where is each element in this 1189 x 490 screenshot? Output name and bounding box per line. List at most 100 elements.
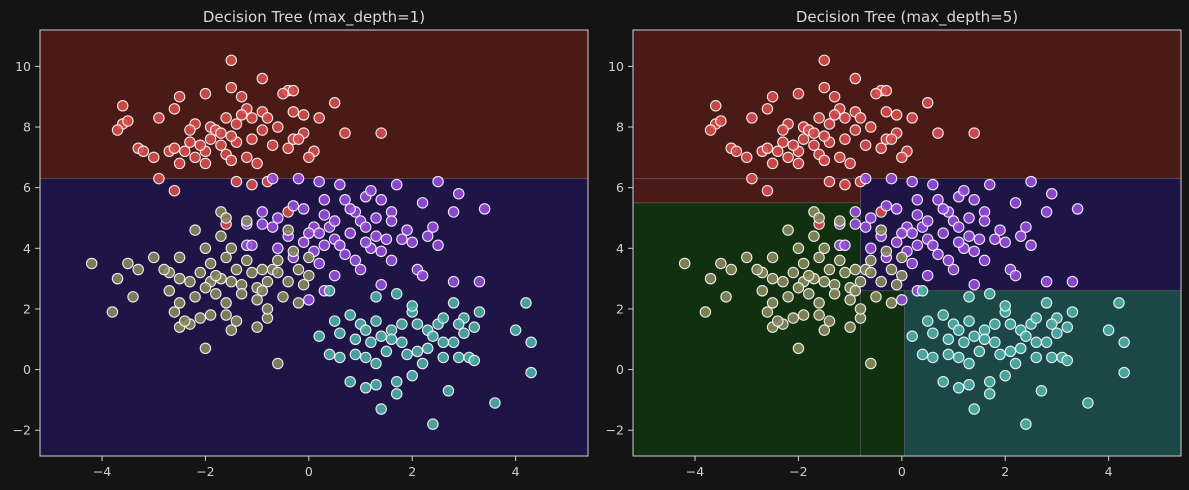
- right-point-purple-10: [1040, 206, 1053, 218]
- right-point-teal-54: [963, 315, 975, 327]
- left-point-teal-36: [359, 382, 372, 394]
- right-point-purple-49: [978, 254, 991, 267]
- left-point-olive-57: [158, 263, 170, 276]
- right-y-tick-label: 6: [616, 180, 624, 195]
- right-point-purple-51: [1009, 269, 1022, 282]
- right-point-teal-27: [942, 348, 955, 361]
- left-point-teal-51: [468, 354, 481, 367]
- left-point-red-69: [235, 109, 248, 121]
- right-point-olive-34: [720, 291, 732, 303]
- left-point-purple-13: [287, 200, 300, 212]
- left-point-red-62: [204, 133, 217, 145]
- right-point-olive-50: [813, 309, 825, 321]
- right-point-red-50: [818, 154, 831, 167]
- right-point-teal-44: [1020, 418, 1032, 430]
- left-point-olive-34: [127, 291, 139, 303]
- left-point-red-0: [225, 54, 238, 67]
- right-point-purple-8: [1046, 187, 1058, 200]
- right-point-olive-8: [797, 257, 810, 270]
- right-point-purple-39: [1020, 221, 1032, 233]
- left-axes-frame: [39, 29, 589, 457]
- left-y-tick-label: −2: [13, 423, 31, 438]
- left-point-purple-69: [318, 239, 331, 252]
- right-point-red-47: [766, 157, 779, 170]
- left-point-purple-38: [432, 239, 444, 252]
- left-point-purple-58: [246, 239, 258, 252]
- left-point-teal-37: [370, 378, 382, 391]
- left-point-olive-5: [282, 224, 294, 236]
- right-point-purple-56: [1066, 275, 1079, 288]
- left-point-purple-37: [406, 236, 418, 248]
- left-point-purple-33: [370, 230, 382, 242]
- left-point-olive-59: [241, 254, 253, 267]
- right-point-olive-55: [865, 357, 877, 370]
- right-point-purple-68: [890, 236, 903, 248]
- right-point-teal-14: [1066, 306, 1079, 318]
- right-y-tick-label: 10: [608, 59, 624, 74]
- right-y-tick-label: 0: [616, 362, 624, 377]
- right-point-red-46: [740, 151, 753, 164]
- right-point-red-8: [709, 100, 722, 112]
- left-point-teal-33: [453, 351, 465, 364]
- right-point-purple-32: [952, 221, 965, 233]
- right-point-olive-61: [777, 275, 789, 288]
- left-point-red-28: [111, 124, 124, 136]
- right-point-olive-38: [792, 281, 805, 294]
- left-point-red-30: [137, 145, 150, 158]
- left-point-olive-33: [85, 257, 98, 270]
- left-point-red-44: [339, 127, 351, 139]
- left-point-olive-44: [292, 297, 305, 309]
- right-point-teal-10: [968, 330, 980, 342]
- right-point-olive-26: [818, 275, 831, 288]
- left-point-purple-65: [421, 230, 434, 242]
- right-point-olive-59: [834, 254, 846, 267]
- left-point-purple-48: [375, 245, 387, 258]
- right-point-olive-35: [756, 285, 768, 297]
- left-point-olive-31: [282, 275, 294, 288]
- right-point-olive-29: [854, 275, 867, 288]
- left-point-purple-66: [328, 215, 341, 227]
- left-point-purple-5: [375, 194, 387, 206]
- left-point-red-8: [116, 100, 129, 112]
- right-point-red-39: [839, 133, 851, 145]
- right-x-tick-label: −4: [686, 464, 704, 479]
- right-point-teal-5: [1040, 297, 1053, 309]
- left-point-purple-26: [266, 221, 279, 233]
- right-point-red-57: [823, 175, 836, 188]
- right-point-purple-1: [885, 172, 898, 185]
- right-point-olive-63: [761, 306, 774, 318]
- right-point-purple-65: [1014, 230, 1027, 242]
- left-point-red-22: [230, 118, 243, 130]
- left-point-red-27: [313, 112, 325, 124]
- left-point-purple-22: [416, 197, 429, 209]
- left-point-red-9: [168, 103, 181, 115]
- left-point-olive-50: [220, 309, 232, 321]
- left-point-purple-12: [272, 212, 284, 224]
- right-point-red-34: [782, 151, 794, 164]
- right-point-olive-2: [834, 215, 846, 227]
- left-point-olive-52: [251, 321, 263, 333]
- left-point-teal-8: [328, 315, 341, 327]
- left-y-tick-label: 6: [23, 180, 31, 195]
- left-point-olive-40: [220, 297, 232, 309]
- right-point-red-68: [787, 139, 800, 151]
- left-point-teal-22: [447, 336, 460, 349]
- right-point-teal-18: [958, 336, 970, 349]
- left-point-red-56: [168, 184, 181, 197]
- right-point-olive-60: [854, 303, 867, 315]
- left-point-red-25: [272, 121, 284, 133]
- left-point-teal-5: [447, 297, 460, 309]
- left-point-teal-2: [370, 291, 382, 303]
- right-point-olive-45: [699, 306, 712, 318]
- right-point-red-67: [885, 133, 898, 145]
- right-point-red-30: [730, 145, 743, 158]
- right-x-tick-label: 2: [1001, 464, 1009, 479]
- left-point-red-13: [287, 106, 300, 118]
- left-point-red-40: [266, 139, 279, 151]
- left-point-purple-6: [390, 178, 403, 191]
- right-axes-frame: [632, 29, 1182, 457]
- left-point-olive-55: [272, 357, 284, 370]
- right-point-purple-66: [921, 215, 934, 227]
- right-point-olive-9: [813, 251, 825, 264]
- right-point-olive-56: [740, 251, 753, 264]
